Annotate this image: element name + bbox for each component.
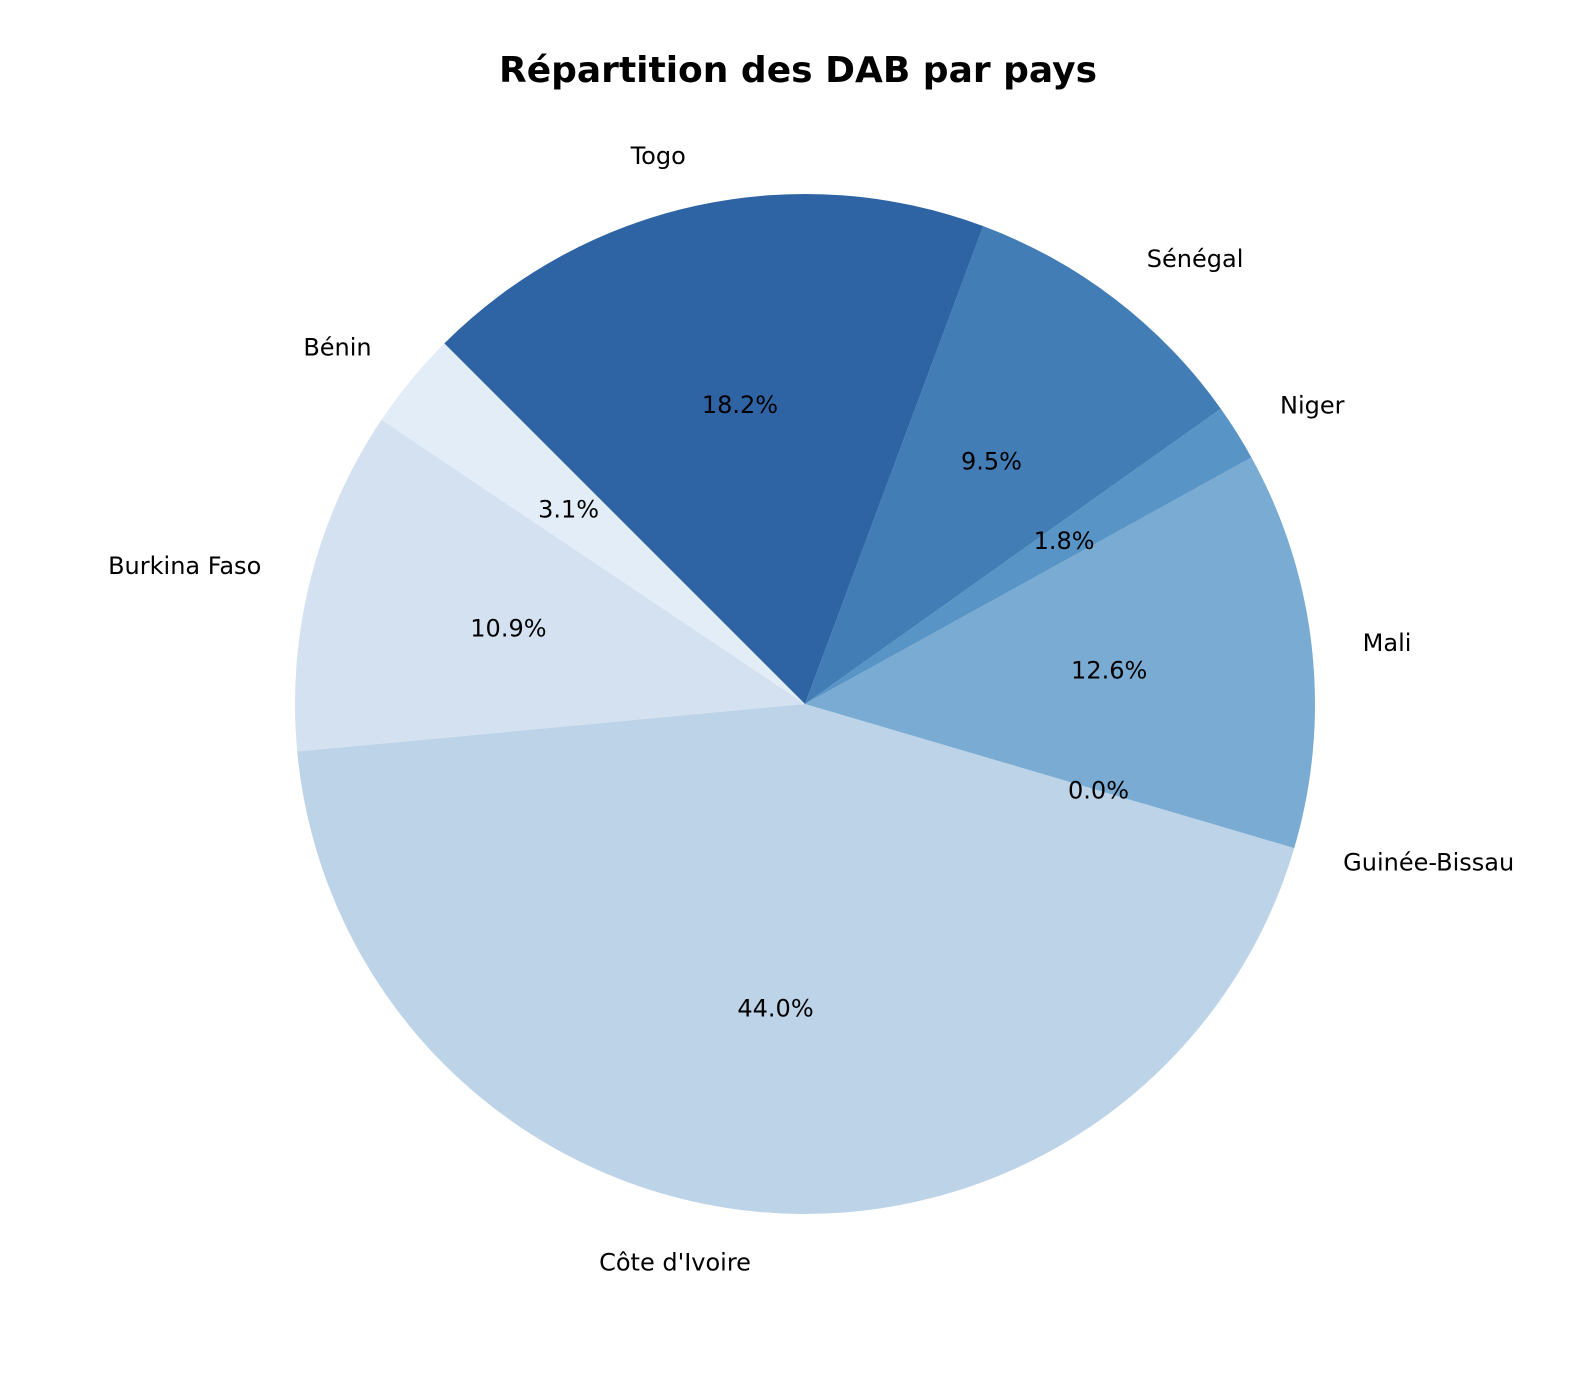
- slice-percent-label: 10.9%: [470, 615, 546, 643]
- chart-title: Répartition des DAB par pays: [499, 50, 1097, 91]
- slice-percent-label: 9.5%: [961, 447, 1022, 475]
- pie-slice: [444, 193, 984, 704]
- slice-label: Burkina Faso: [108, 552, 261, 580]
- pie-slice: [294, 419, 805, 752]
- slice-label: Niger: [1280, 392, 1345, 420]
- pie-slice: [381, 343, 805, 704]
- pie-slice: [805, 226, 1221, 704]
- slice-percent-label: 12.6%: [1071, 657, 1147, 685]
- slice-label: Côte d'Ivoire: [599, 1248, 751, 1276]
- pie-labels: Bénin 3.1% Burkina Faso 10.9% Côte d'Ivoire 4…: [108, 142, 1514, 1277]
- pie-slice: [805, 408, 1252, 704]
- slice-percent-label: 3.1%: [538, 496, 599, 524]
- slice-label: Guinée-Bissau: [1343, 848, 1514, 876]
- pie-slice: [297, 704, 1295, 1215]
- slice-label: Togo: [630, 142, 686, 170]
- slice-percent-label: 0.0%: [1068, 776, 1129, 804]
- pie-slice: [805, 457, 1315, 849]
- slice-percent-label: 44.0%: [737, 995, 813, 1023]
- slice-percent-label: 18.2%: [702, 391, 778, 419]
- pie-slices: [294, 193, 1315, 1215]
- slice-label: Mali: [1363, 629, 1412, 657]
- slice-label: Bénin: [303, 334, 371, 362]
- slice-percent-label: 1.8%: [1034, 527, 1095, 555]
- slice-label: Sénégal: [1147, 245, 1244, 273]
